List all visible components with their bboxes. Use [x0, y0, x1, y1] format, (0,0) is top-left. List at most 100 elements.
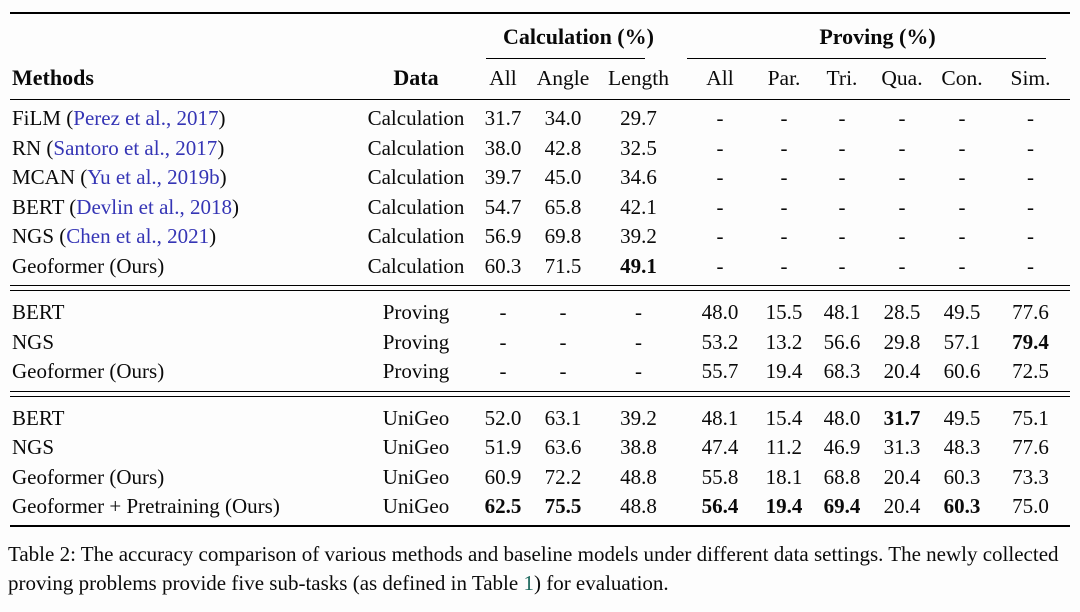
- method-label: ): [218, 106, 226, 130]
- value-cell: 56.6: [823, 329, 861, 354]
- table-group-2: BERT Proving - - - 48.0 15.5 48.1 28.5 49.5 77.6 NG…: [10, 294, 1070, 387]
- value-cell: 48.0: [701, 300, 739, 324]
- citation-link[interactable]: Chen et al., 2021: [66, 224, 210, 248]
- value-cell: -: [958, 194, 966, 219]
- value-cell: -: [716, 253, 724, 278]
- value-cell: 71.5: [544, 253, 582, 278]
- paper-table-figure: Calculation (%) Proving (%) Methods Data…: [0, 12, 1080, 612]
- results-table: Calculation (%) Proving (%) Methods Data…: [10, 12, 1070, 527]
- method-cell: BERT (Devlin et al., 2018): [10, 193, 360, 223]
- value-cell: 62.5: [484, 494, 522, 518]
- table-row: BERT Proving - - - 48.0 15.5 48.1 28.5 49.5 77.6: [10, 298, 1070, 328]
- table-row: FiLM (Perez et al., 2017) Calculation 31.7…: [10, 104, 1070, 134]
- table-row: NGS UniGeo 51.9 63.6 38.8 47.4 11.2 46.9 31.3 48.…: [10, 433, 1070, 463]
- value-cell: 48.3: [943, 435, 981, 459]
- data-cell: Calculation: [367, 165, 465, 189]
- value-cell: 52.0: [484, 405, 522, 430]
- method-label: RN (: [12, 135, 54, 160]
- value-cell: 60.6: [943, 359, 981, 383]
- value-cell: 38.0: [484, 135, 522, 160]
- citation-link[interactable]: Devlin et al., 2018: [76, 194, 232, 219]
- data-cell: Calculation: [367, 253, 465, 278]
- value-cell: -: [898, 194, 906, 219]
- column-header: Par.: [767, 66, 801, 90]
- value-cell: 54.7: [484, 194, 522, 219]
- value-cell: 57.1: [943, 329, 981, 354]
- value-cell: -: [958, 224, 966, 248]
- value-cell: 15.5: [765, 300, 803, 324]
- citation-link[interactable]: Perez et al., 2017: [73, 106, 219, 130]
- value-cell: 60.3: [943, 494, 981, 518]
- value-cell: -: [958, 165, 966, 189]
- calculation-group-header: Calculation (%): [503, 24, 654, 49]
- method-cell: NGS: [10, 433, 360, 463]
- value-cell: 68.3: [823, 359, 861, 383]
- value-cell: 68.8: [823, 464, 861, 489]
- method-cell: NGS: [10, 328, 360, 358]
- value-cell: 49.5: [943, 300, 981, 324]
- value-cell: 48.0: [823, 405, 861, 430]
- data-cell: Calculation: [367, 106, 465, 130]
- table-caption: Table 2: The accuracy comparison of vari…: [8, 540, 1070, 599]
- value-cell: 48.8: [620, 494, 657, 518]
- method-label: NGS (: [12, 224, 67, 248]
- value-cell: -: [559, 359, 567, 383]
- table-row: Geoformer (Ours) UniGeo 60.9 72.2 48.8 55.8 18…: [10, 463, 1070, 493]
- method-cell: BERT: [10, 404, 360, 434]
- proving-group-rule: [687, 58, 1046, 59]
- value-cell: 77.6: [1012, 300, 1049, 324]
- value-cell: 34.6: [620, 165, 657, 189]
- value-cell: 55.7: [701, 359, 739, 383]
- value-cell: -: [716, 194, 724, 219]
- value-cell: 32.5: [620, 135, 657, 160]
- value-cell: 75.0: [1012, 494, 1049, 518]
- table-reference-link[interactable]: 1: [523, 571, 534, 595]
- proving-group-header: Proving (%): [819, 24, 936, 49]
- value-cell: 63.6: [544, 435, 582, 459]
- value-cell: -: [559, 329, 567, 354]
- group-separator-rule: [10, 285, 1070, 291]
- value-cell: 49.1: [620, 253, 657, 278]
- value-cell: -: [1027, 253, 1034, 278]
- value-cell: 75.1: [1012, 405, 1049, 430]
- data-column-header: Data: [393, 65, 439, 90]
- value-cell: -: [1027, 165, 1034, 189]
- value-cell: 39.2: [620, 405, 657, 430]
- value-cell: 39.7: [484, 165, 522, 189]
- table-row: BERT UniGeo 52.0 63.1 39.2 48.1 15.4 48.0 31.7 49…: [10, 404, 1070, 434]
- method-cell: Geoformer (Ours): [10, 252, 360, 282]
- method-label: BERT: [12, 300, 65, 324]
- value-cell: 55.8: [701, 464, 739, 489]
- method-label: Geoformer (Ours): [12, 253, 165, 278]
- value-cell: -: [898, 135, 906, 160]
- table-row: RN (Santoro et al., 2017) Calculation 38.0…: [10, 134, 1070, 164]
- value-cell: 49.5: [943, 405, 981, 430]
- value-cell: -: [1027, 194, 1034, 219]
- method-label: NGS: [12, 435, 55, 459]
- value-cell: 48.8: [620, 464, 657, 489]
- value-cell: -: [838, 253, 846, 278]
- table-group-3: BERT UniGeo 52.0 63.1 39.2 48.1 15.4 48.0 31.7 49…: [10, 400, 1070, 522]
- value-cell: 13.2: [765, 329, 803, 354]
- header-bottom-rule: [10, 99, 1070, 100]
- value-cell: 56.4: [701, 494, 739, 518]
- value-cell: -: [716, 106, 724, 130]
- value-cell: 56.9: [484, 224, 522, 248]
- value-cell: -: [838, 135, 846, 160]
- value-cell: 75.5: [544, 494, 582, 518]
- value-cell: 11.2: [766, 435, 802, 459]
- data-cell: Proving: [382, 329, 450, 354]
- method-label: ): [219, 165, 227, 189]
- column-header: All: [489, 66, 517, 90]
- value-cell: -: [780, 224, 788, 248]
- citation-link[interactable]: Yu et al., 2019b: [87, 165, 220, 189]
- citation-link[interactable]: Santoro et al., 2017: [53, 135, 218, 160]
- value-cell: 79.4: [1012, 329, 1049, 354]
- caption-text: ) for evaluation.: [533, 571, 669, 595]
- value-cell: 34.0: [544, 106, 582, 130]
- value-cell: -: [958, 135, 966, 160]
- value-cell: 20.4: [883, 359, 921, 383]
- table-group-header-row: Calculation (%) Proving (%): [10, 14, 1070, 51]
- data-cell: UniGeo: [382, 494, 450, 518]
- value-cell: -: [1027, 224, 1034, 248]
